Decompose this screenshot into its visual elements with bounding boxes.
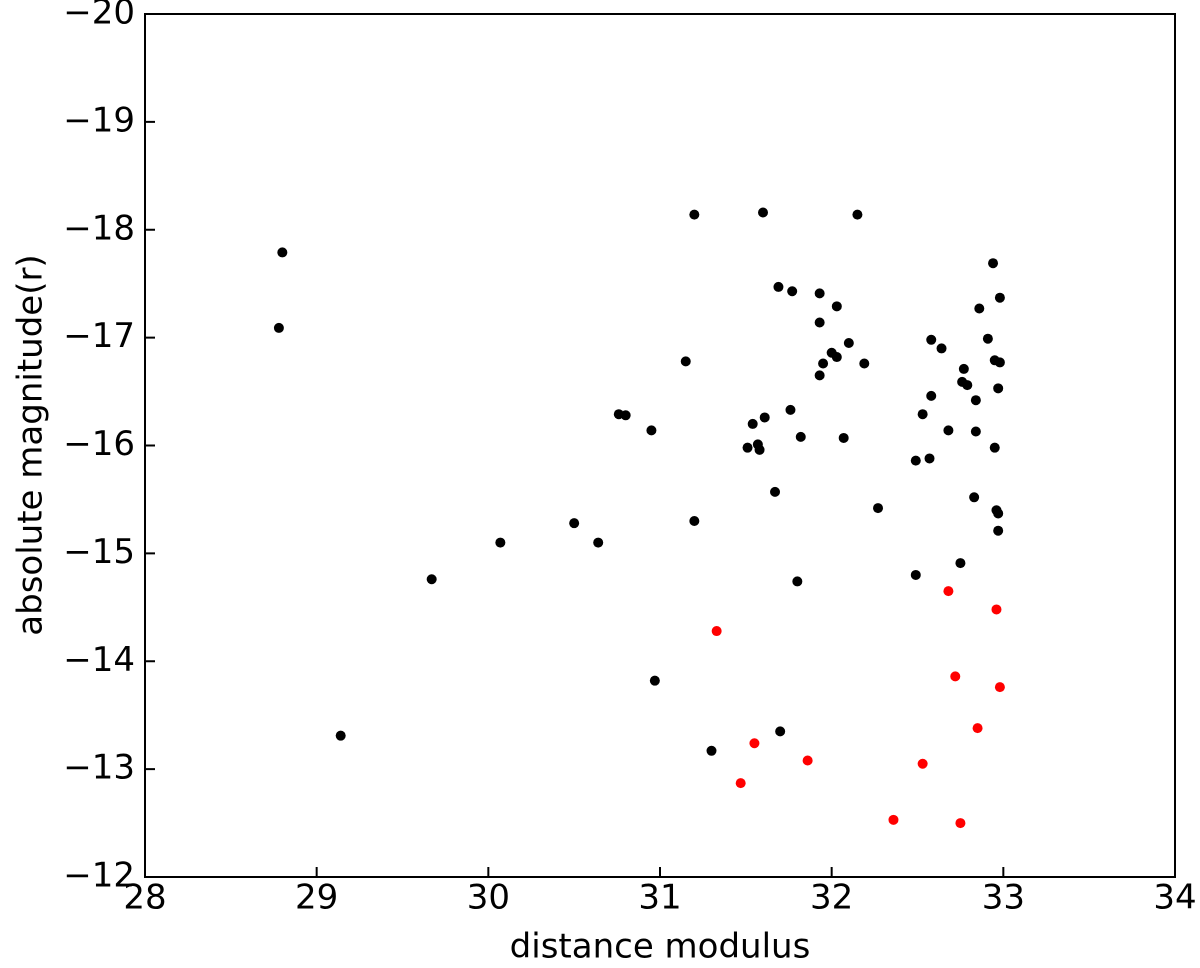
data-point bbox=[910, 569, 921, 580]
data-point bbox=[994, 357, 1005, 368]
data-point bbox=[706, 745, 717, 756]
data-point bbox=[950, 671, 961, 682]
data-point bbox=[972, 723, 983, 734]
data-point bbox=[943, 586, 954, 597]
data-point bbox=[989, 442, 1000, 453]
data-point bbox=[646, 425, 657, 436]
y-tick-label: −19 bbox=[63, 100, 135, 140]
data-point bbox=[838, 432, 849, 443]
data-point bbox=[974, 303, 985, 314]
data-point bbox=[831, 352, 842, 363]
data-point bbox=[569, 518, 580, 529]
data-point bbox=[495, 537, 506, 548]
data-point bbox=[936, 343, 947, 354]
data-point bbox=[943, 425, 954, 436]
y-axis-label: absolute magnitude(r) bbox=[11, 254, 51, 635]
x-tick-label: 29 bbox=[295, 878, 338, 918]
y-tick-label: −12 bbox=[63, 856, 135, 896]
x-tick-label: 32 bbox=[810, 878, 853, 918]
data-point bbox=[426, 574, 437, 585]
data-point bbox=[795, 431, 806, 442]
data-point bbox=[770, 486, 781, 497]
data-point bbox=[859, 358, 870, 369]
data-point bbox=[335, 730, 346, 741]
data-point bbox=[749, 738, 760, 749]
data-point bbox=[958, 363, 969, 374]
data-point bbox=[917, 758, 928, 769]
data-point bbox=[970, 395, 981, 406]
y-tick-label: −15 bbox=[63, 532, 135, 572]
data-point bbox=[620, 410, 631, 421]
data-point bbox=[758, 207, 768, 218]
y-tick-label: −16 bbox=[63, 424, 135, 464]
data-point bbox=[787, 286, 798, 297]
x-tick-label: 31 bbox=[638, 878, 681, 918]
data-point bbox=[689, 516, 700, 527]
data-point bbox=[955, 818, 966, 829]
x-tick-label: 30 bbox=[467, 878, 510, 918]
y-tick-label: −17 bbox=[63, 316, 135, 356]
data-point bbox=[924, 453, 935, 464]
x-axis-label: distance modulus bbox=[510, 927, 811, 967]
data-point bbox=[742, 442, 753, 453]
data-point bbox=[970, 426, 981, 437]
data-point bbox=[926, 390, 937, 401]
data-point bbox=[680, 356, 691, 367]
data-point bbox=[277, 247, 288, 258]
data-point bbox=[982, 333, 993, 344]
data-point bbox=[814, 288, 825, 299]
data-point bbox=[955, 558, 966, 569]
data-point bbox=[747, 418, 758, 429]
data-point bbox=[792, 576, 803, 587]
data-point bbox=[969, 492, 980, 503]
y-tick-label: −13 bbox=[63, 748, 135, 788]
data-point bbox=[852, 209, 863, 220]
data-point bbox=[773, 281, 784, 292]
data-point bbox=[785, 404, 796, 415]
data-point bbox=[593, 537, 604, 548]
data-point bbox=[754, 444, 765, 455]
data-point bbox=[814, 317, 825, 328]
x-tick-label: 34 bbox=[1153, 878, 1196, 918]
data-point bbox=[831, 301, 842, 312]
y-tick-label: −20 bbox=[63, 0, 135, 33]
data-point bbox=[994, 682, 1005, 693]
data-point bbox=[802, 755, 813, 766]
data-point bbox=[993, 508, 1004, 519]
data-point bbox=[993, 525, 1004, 536]
data-point bbox=[759, 412, 770, 423]
data-point bbox=[818, 358, 829, 369]
x-tick-label: 33 bbox=[982, 878, 1025, 918]
x-tick-label: 28 bbox=[123, 878, 166, 918]
data-point bbox=[988, 258, 999, 269]
data-point bbox=[993, 383, 1004, 394]
y-tick-label: −18 bbox=[63, 208, 135, 248]
data-point bbox=[910, 455, 921, 466]
data-point bbox=[873, 503, 884, 514]
data-point bbox=[775, 726, 786, 737]
y-tick-label: −14 bbox=[63, 640, 135, 680]
plot-frame bbox=[144, 13, 1176, 878]
data-point bbox=[689, 209, 700, 220]
data-point bbox=[962, 380, 973, 391]
data-point bbox=[888, 814, 899, 825]
data-point bbox=[711, 626, 722, 637]
data-point bbox=[991, 604, 1002, 615]
data-point bbox=[917, 409, 928, 420]
data-point bbox=[814, 370, 825, 381]
data-point bbox=[843, 338, 854, 349]
data-point bbox=[926, 334, 937, 345]
data-point bbox=[994, 292, 1005, 303]
data-point bbox=[735, 778, 746, 789]
data-point bbox=[649, 675, 660, 686]
data-point bbox=[273, 322, 284, 333]
